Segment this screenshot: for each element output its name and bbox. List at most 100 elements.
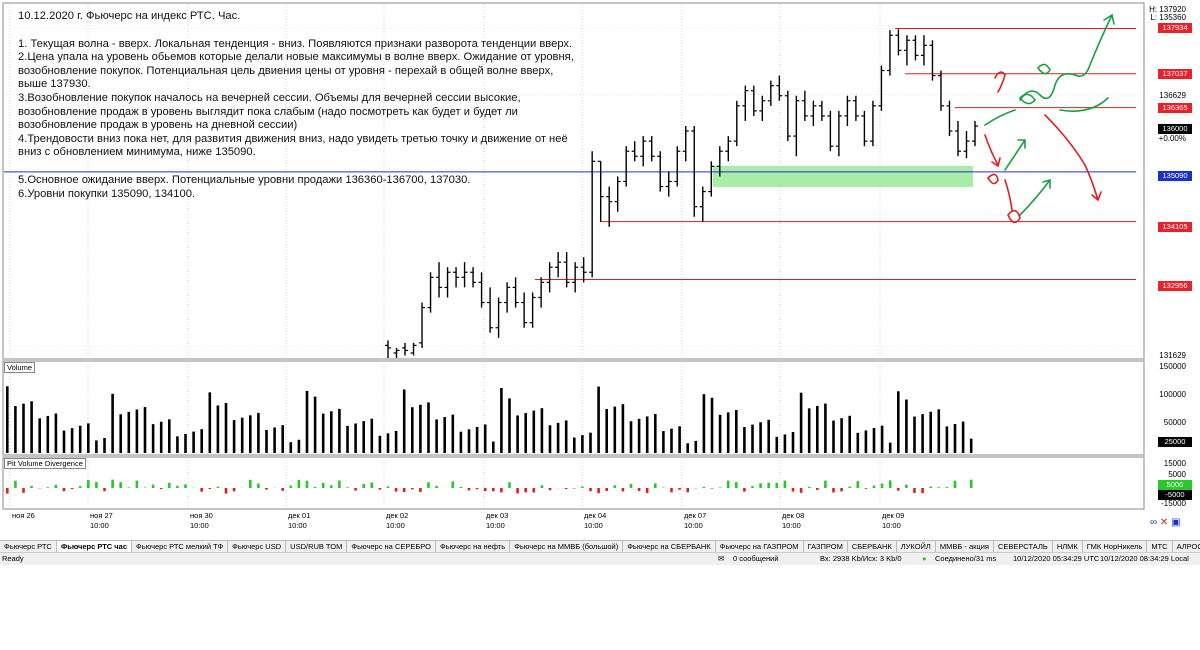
ohlc-bar (436, 262, 443, 298)
pvd-bar (370, 482, 374, 488)
volume-bar (532, 410, 536, 453)
green-wave-path (1019, 13, 1115, 101)
volume-bar (435, 419, 438, 453)
ohlc-bar (844, 95, 851, 126)
pvd-bar (289, 485, 293, 488)
tab-silver[interactable]: Фьючерс на СЕРЕБРО (347, 541, 436, 553)
price-chart[interactable] (0, 0, 1200, 540)
tab-rts[interactable]: Фьючерс РТС (0, 541, 57, 553)
ohlc-bar (529, 292, 536, 328)
pvd-bar (305, 480, 309, 488)
ohlc-bar (682, 126, 689, 162)
pvd-bar (216, 486, 220, 488)
green-arrow-up-3 (1019, 178, 1051, 216)
pvd-bar (346, 487, 349, 488)
tab-severstal[interactable]: СЕВЕРСТАЛЬ (994, 541, 1053, 553)
pvd-bar (589, 488, 592, 492)
notes-title: 10.12.2020 г. Фьючерс на индекс РТС. Час… (18, 10, 241, 22)
note-line-2: 2.Цена упала на уровень обьемов которые … (18, 51, 574, 91)
close-icon[interactable]: ✕ (1159, 517, 1169, 528)
volume-bar (135, 409, 139, 453)
pvd-bars (6, 479, 973, 494)
volume-bar (443, 417, 446, 453)
link-icon[interactable]: ∞ (1150, 517, 1158, 528)
date-label: дек 01 (288, 511, 311, 520)
ohlc-bar (393, 347, 400, 358)
status-connection: Соединено/31 ms (935, 554, 997, 563)
tab-oil[interactable]: Фьючерс на нефть (436, 541, 511, 553)
pvd-bar (22, 488, 25, 493)
pvd-bar (184, 484, 187, 488)
tab-nornickel[interactable]: ГМК НорНикель (1083, 541, 1148, 553)
tab-alrosa[interactable]: АЛРОСА (1173, 541, 1200, 553)
tab-rts-hour[interactable]: Фьючерс РТС час (56, 541, 133, 553)
note-line-7: 6.Уровни покупки 135090, 134100. (18, 187, 196, 200)
tab-mmvb-big[interactable]: Фьючерс на ММВБ (большой) (510, 541, 624, 553)
pvd-bar (492, 488, 495, 492)
ohlc-bar (716, 146, 723, 177)
note-line-3: 3.Возобновление покупок началось на вече… (18, 91, 521, 132)
volume-bar (467, 429, 471, 453)
green-loop-1 (1037, 63, 1051, 75)
volume-bar (411, 407, 414, 453)
pvd-bar (46, 487, 50, 488)
status-messages: 0 сообщений (733, 554, 779, 563)
date-label: дек 09 (882, 511, 905, 520)
pvd-bar (135, 480, 139, 488)
ohlc-bar (852, 95, 859, 121)
volume-bar (475, 426, 479, 453)
pvd-bar (402, 488, 406, 492)
time-label: 10:00 (190, 521, 209, 530)
pvd-bar (475, 488, 479, 490)
tab-usd-future[interactable]: Фьючерс USD (228, 541, 287, 553)
pvd-bar (330, 485, 333, 488)
volume-bar (305, 390, 309, 453)
volume-bar (38, 418, 41, 453)
ohlc-bar (623, 146, 630, 187)
volume-bar (654, 414, 657, 453)
tab-usdrub-tom[interactable]: USD/RUB TOM (286, 541, 348, 553)
chart-controls: ∞ ✕ ▣ (1150, 517, 1181, 528)
time-label: 10:00 (90, 521, 109, 530)
red-question-top (994, 71, 1006, 93)
tab-mmvb-stock[interactable]: ММВБ - акция (936, 541, 994, 553)
volume-bar (232, 420, 236, 453)
volume-bar (929, 411, 932, 453)
pvd-tick-15000: 15000 (1163, 459, 1186, 468)
pvd-bar (840, 488, 843, 492)
pvd-bar (313, 487, 317, 488)
pvd-bar (467, 488, 471, 491)
volume-bar (216, 405, 220, 453)
volume-bar (751, 424, 754, 453)
pvd-bar (95, 482, 98, 488)
tab-sber-future[interactable]: Фьючерс на СБЕРБАНК (623, 541, 716, 553)
pvd-bar (581, 486, 584, 488)
ohlc-bar (759, 95, 766, 121)
volume-bar (200, 429, 203, 453)
mail-icon[interactable]: ✉ (718, 554, 725, 563)
tab-lukoil[interactable]: ЛУКОЙЛ (897, 541, 936, 553)
tab-sberbank[interactable]: СБЕРБАНК (848, 541, 897, 553)
volume-bar (880, 425, 884, 453)
tab-gazprom-future[interactable]: Фьючерс на ГАЗПРОМ (716, 541, 804, 553)
pvd-bar (14, 480, 17, 488)
tab-nlmk[interactable]: НЛМК (1053, 541, 1083, 553)
tab-gazprom[interactable]: ГАЗПРОМ (804, 541, 848, 553)
date-label: ноя 27 (90, 511, 113, 520)
volume-bar (159, 421, 163, 453)
ohlc-bar (937, 70, 944, 111)
volume-bar (621, 404, 625, 453)
ohlc-bar (929, 40, 936, 81)
status-time-local: 10/12/2020 08:34:29 Local (1100, 554, 1189, 563)
tab-mts[interactable]: МТС (1147, 541, 1173, 553)
time-label: 10:00 (684, 521, 703, 530)
volume-bar (637, 418, 641, 453)
pvd-bar (670, 488, 673, 493)
tab-rts-small[interactable]: Фьючерс РТС мелкий ТФ (132, 541, 229, 553)
ohlc-bar (793, 95, 800, 157)
ohlc-bar (750, 85, 757, 116)
hand-drawn-annotations (984, 13, 1115, 224)
volume-bar (775, 436, 779, 453)
pin-icon[interactable]: ▣ (1171, 517, 1181, 528)
pvd-bar (386, 486, 390, 488)
